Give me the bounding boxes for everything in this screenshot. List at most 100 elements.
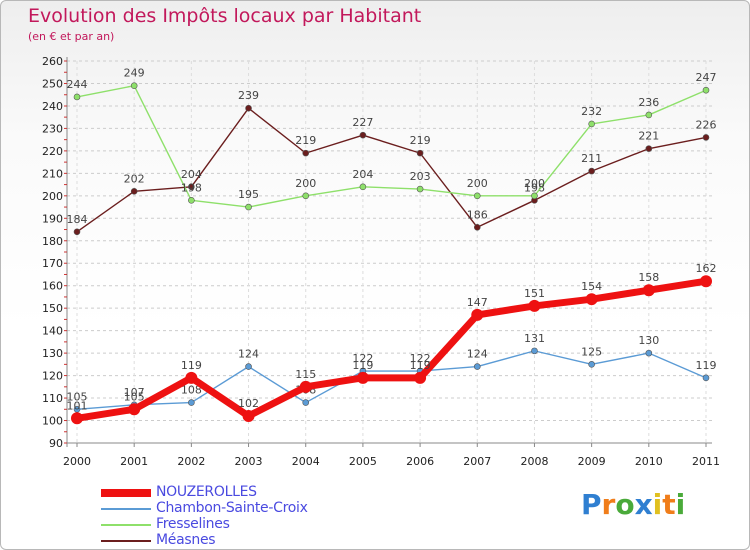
data-label: 204 <box>352 168 373 181</box>
data-label: 236 <box>638 96 659 109</box>
logo-letter: i <box>652 488 663 521</box>
data-point <box>645 349 653 357</box>
legend-swatch <box>101 524 151 526</box>
x-tick-label: 2011 <box>692 455 720 468</box>
data-label: 154 <box>581 280 602 293</box>
series-line-1 <box>76 350 707 410</box>
series-line-2 <box>76 85 707 208</box>
data-point <box>473 363 481 370</box>
data-label: 122 <box>410 352 431 365</box>
data-point <box>414 371 427 384</box>
data-label: 119 <box>410 359 431 372</box>
legend-swatch <box>101 540 151 542</box>
y-tick-label: 100 <box>42 415 63 428</box>
y-tick-label: 240 <box>42 100 63 113</box>
data-label: 198 <box>524 181 545 194</box>
proxiti-logo: Proxiti <box>581 488 685 521</box>
data-label: 186 <box>467 208 488 221</box>
data-label: 219 <box>295 134 316 147</box>
data-label: 202 <box>124 172 145 185</box>
data-label: 115 <box>295 368 316 381</box>
y-tick-label: 260 <box>42 55 63 68</box>
data-label: 232 <box>581 105 602 118</box>
x-tick-label: 2007 <box>463 455 491 468</box>
data-label: 105 <box>67 390 88 403</box>
data-label: 227 <box>352 116 373 129</box>
data-label: 239 <box>238 89 259 102</box>
data-label: 119 <box>696 359 717 372</box>
data-point <box>588 120 595 128</box>
data-point <box>585 293 598 306</box>
y-tick-label: 200 <box>42 190 63 203</box>
legend-label: NOUZEROLLES <box>156 484 257 500</box>
logo-letter: x <box>634 488 653 521</box>
data-point <box>702 134 710 141</box>
data-point <box>645 111 653 119</box>
y-tick-label: 190 <box>42 212 63 225</box>
data-label: 124 <box>467 348 488 361</box>
data-label: 219 <box>410 134 431 147</box>
data-label: 119 <box>352 359 373 372</box>
data-label: 195 <box>238 188 259 201</box>
data-label: 200 <box>524 177 545 190</box>
data-label: 184 <box>67 213 88 226</box>
data-point <box>588 167 595 175</box>
data-label: 221 <box>638 130 659 143</box>
data-label: 101 <box>67 399 88 412</box>
y-tick-label: 120 <box>42 370 63 383</box>
data-point <box>185 371 198 384</box>
data-point <box>299 380 312 393</box>
logo-letter: r <box>601 488 616 521</box>
y-tick-label: 90 <box>49 437 63 450</box>
y-tick-label: 140 <box>42 325 63 338</box>
data-label: 119 <box>181 359 202 372</box>
data-label: 102 <box>238 397 259 410</box>
data-point <box>473 192 481 200</box>
y-tick-label: 150 <box>42 302 63 315</box>
data-label: 122 <box>352 352 373 365</box>
data-label: 124 <box>238 348 259 361</box>
legend-swatch <box>101 489 151 497</box>
y-tick-label: 170 <box>42 257 63 270</box>
data-label: 151 <box>524 287 545 300</box>
x-tick-label: 2009 <box>578 455 606 468</box>
data-point <box>245 104 252 112</box>
y-tick-label: 160 <box>42 280 63 293</box>
data-point <box>73 228 81 236</box>
series-line-0 <box>76 277 707 422</box>
x-tick-label: 2008 <box>520 455 548 468</box>
x-tick-label: 2001 <box>120 455 148 468</box>
logo-letter: i <box>675 488 686 521</box>
data-label: 162 <box>696 262 717 275</box>
legend-label: Fresselines <box>156 516 230 532</box>
logo-letter: P <box>581 488 602 521</box>
data-label: 226 <box>696 118 717 131</box>
data-label: 105 <box>124 390 145 403</box>
data-point <box>645 145 653 152</box>
data-label: 131 <box>524 332 545 345</box>
x-tick-label: 2004 <box>292 455 320 468</box>
data-point <box>471 308 484 321</box>
data-point <box>359 183 367 191</box>
legend-label: Méasnes <box>156 532 216 548</box>
data-point <box>531 192 538 200</box>
x-tick-label: 2010 <box>635 455 663 468</box>
logo-letter: o <box>615 488 635 521</box>
data-point <box>356 371 369 384</box>
x-tick-label: 2006 <box>406 455 434 468</box>
y-tick-label: 220 <box>42 145 63 158</box>
y-tick-label: 110 <box>42 392 63 405</box>
x-tick-label: 2003 <box>235 455 263 468</box>
data-point <box>702 374 710 382</box>
data-point <box>700 275 712 288</box>
data-point <box>302 149 310 157</box>
data-point <box>130 188 138 195</box>
data-label: 147 <box>467 296 488 309</box>
data-point <box>588 361 595 368</box>
data-label: 244 <box>67 78 88 91</box>
data-point <box>531 347 538 355</box>
y-tick-label: 250 <box>42 77 63 90</box>
x-tick-label: 2005 <box>349 455 377 468</box>
data-point <box>302 399 310 406</box>
data-label: 108 <box>181 384 202 397</box>
